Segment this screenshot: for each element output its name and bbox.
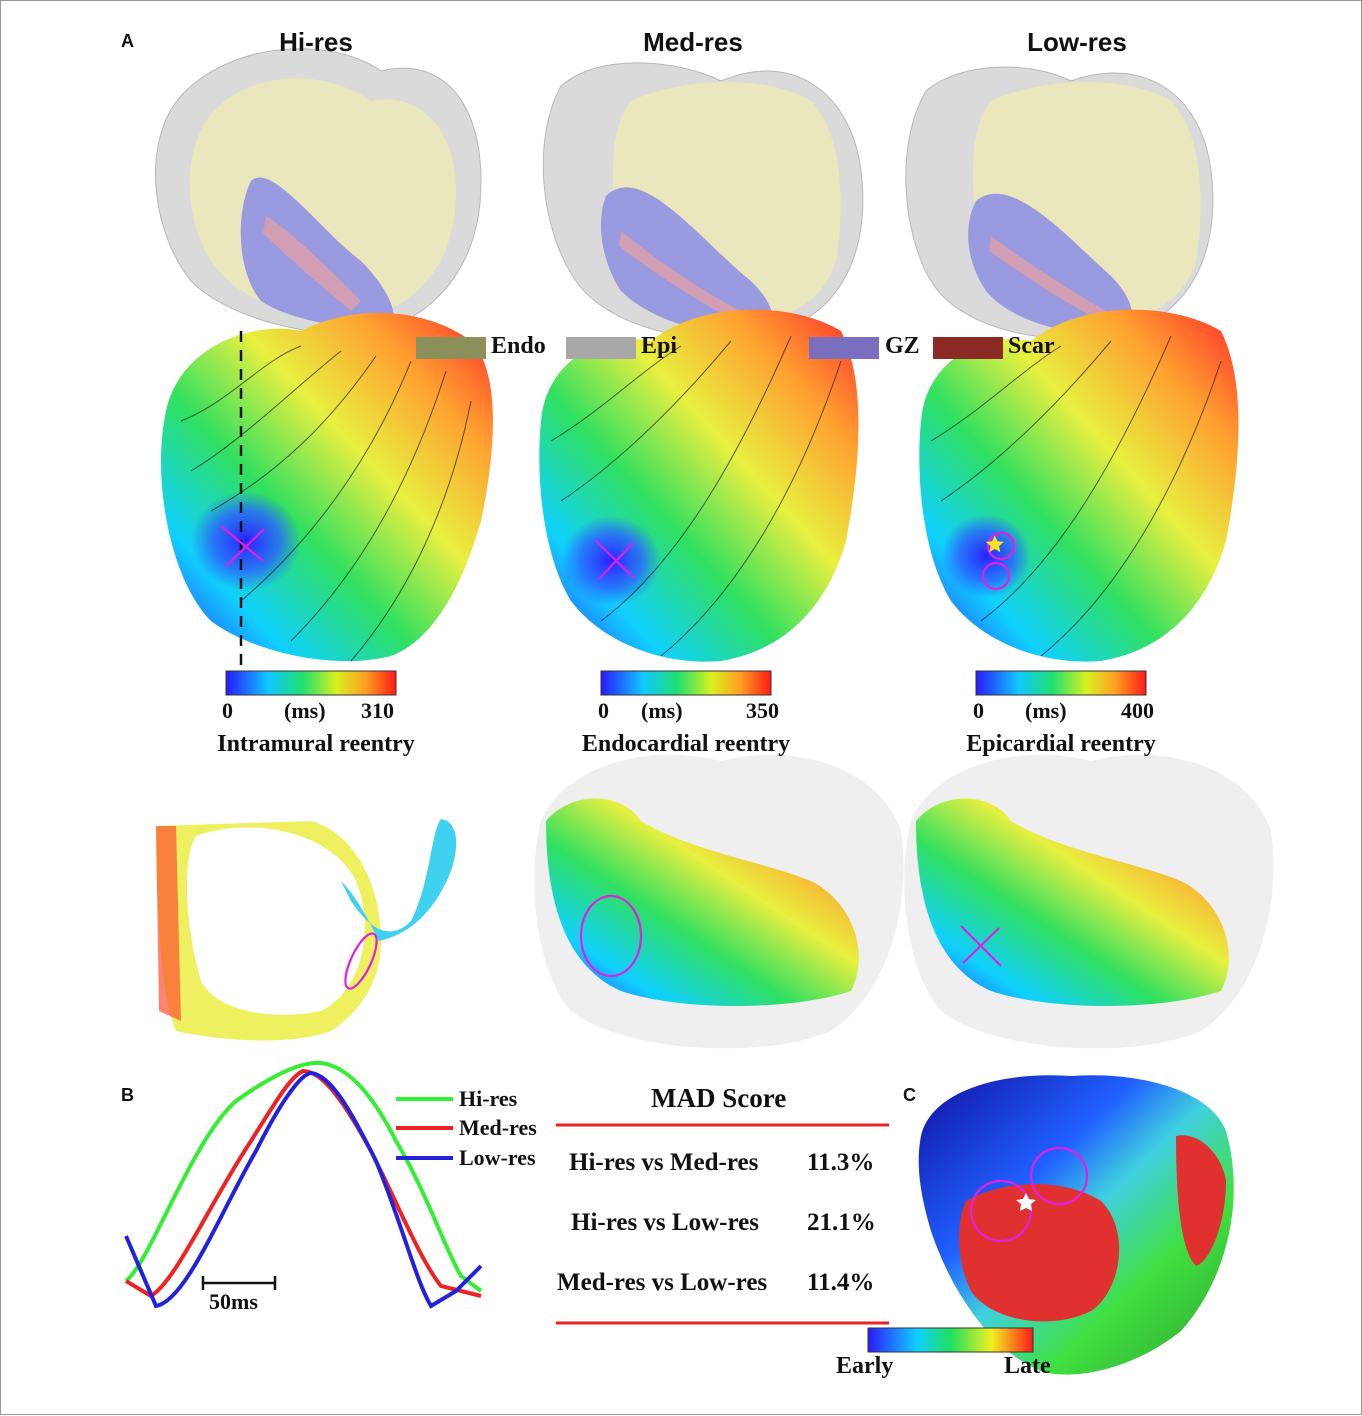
legend-label-endo: Endo [491, 333, 546, 359]
legend-swatch-endo [416, 337, 486, 359]
column-title-hi-res: Hi-res [279, 27, 353, 57]
legend-swatch-epi [566, 337, 636, 359]
scale-bar-label: 50ms [209, 1289, 258, 1314]
caption-epicardial: Epicardial reentry [966, 731, 1156, 757]
scale-bar-line [201, 1276, 277, 1290]
colorbar-early-label: Early [836, 1353, 894, 1379]
colorbar-max-epicardial: 400 [1121, 698, 1154, 723]
colorbar-epicardial [975, 670, 1147, 696]
colorbar-unit-epicardial: (ms) [1025, 698, 1067, 723]
mad-title: MAD Score [651, 1083, 787, 1113]
mad-row-label-3: Med-res vs Low-res [557, 1269, 768, 1296]
ecg-legend-hi-res: Hi-res [459, 1086, 518, 1111]
colorbar-unit-endocardial: (ms) [641, 698, 683, 723]
panel-letter-c: C [903, 1085, 916, 1105]
legend-swatch-scar [933, 337, 1003, 359]
colorbar-max-intramural: 310 [361, 698, 394, 723]
legend-label-gz: GZ [885, 333, 920, 359]
column-title-low-res: Low-res [1027, 27, 1127, 57]
caption-endocardial: Endocardial reentry [581, 731, 791, 757]
ecg-traces [124, 1060, 483, 1309]
mad-row-label-2: Hi-res vs Low-res [571, 1209, 759, 1236]
heart-anatomy-low [905, 66, 1214, 340]
panel-letter-a: A [121, 31, 134, 51]
trace-med-res [124, 1068, 482, 1299]
colorbar-unit-intramural: (ms) [284, 698, 326, 723]
colorbar-late-label: Late [1004, 1353, 1051, 1379]
legend-label-scar: Scar [1008, 333, 1055, 359]
heart-activation-hi [161, 312, 493, 691]
colorbar-intramural [225, 670, 397, 696]
colorbar-max-endocardial: 350 [746, 698, 779, 723]
heart-panel-c [918, 1075, 1234, 1375]
colorbar-min-epicardial: 0 [973, 698, 984, 723]
trace-low-res [124, 1070, 483, 1309]
ecg-legend-lines [396, 1097, 453, 1160]
mad-row-label-1: Hi-res vs Med-res [569, 1149, 759, 1176]
colorbar-endocardial [600, 670, 772, 696]
heart-anatomy-med [542, 62, 864, 340]
heart-anatomy-hi [155, 48, 482, 334]
column-title-med-res: Med-res [643, 27, 743, 57]
colorbar-min-endocardial: 0 [598, 698, 609, 723]
heart-activation-low [919, 309, 1239, 662]
legend-swatch-gz [809, 337, 879, 359]
colorbar-panel-c [867, 1327, 1034, 1353]
slice-intramural [156, 819, 457, 1041]
legend-label-epi: Epi [641, 333, 678, 359]
colorbar-min-intramural: 0 [222, 698, 233, 723]
heart-cutaway-med [534, 754, 904, 1049]
caption-intramural: Intramural reentry [217, 731, 415, 757]
heart-cutaway-low [904, 754, 1274, 1049]
mad-row-value-3: 11.4% [807, 1269, 875, 1296]
panel-letter-b: B [121, 1085, 134, 1105]
mad-row-value-1: 11.3% [807, 1149, 875, 1176]
heart-activation-med [539, 309, 859, 662]
ecg-legend-med-res: Med-res [459, 1115, 537, 1140]
ecg-legend-low-res: Low-res [459, 1145, 536, 1170]
mad-row-value-2: 21.1% [807, 1209, 876, 1236]
trace-hi-res [124, 1060, 483, 1293]
